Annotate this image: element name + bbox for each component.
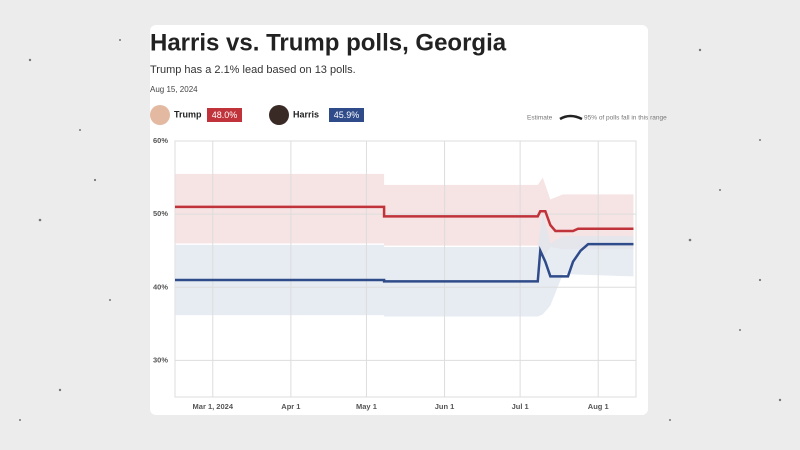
trump-avatar [150,105,170,125]
legend-value: 48.0% [212,110,238,120]
harris-avatar [269,105,289,125]
subtitle: Trump has a 2.1% lead based on 13 polls. [150,64,356,76]
estimate-label: Estimate [527,115,553,122]
legend-badge [207,108,242,122]
range-label: 95% of polls fall in this range [584,115,667,122]
x-tick-label: Mar 1, 2024 [193,402,234,411]
x-tick-label: Apr 1 [281,402,300,411]
x-tick-label: Aug 1 [588,402,609,411]
x-tick-label: Jul 1 [512,402,529,411]
y-tick-label: 40% [153,282,168,291]
x-tick-label: May 1 [356,402,377,411]
legend-name: Harris [293,109,319,119]
range-band [175,214,634,317]
estimate-line [175,205,634,233]
legend-value: 45.9% [334,110,360,120]
x-tick-label: Jun 1 [435,402,455,411]
legend-badge [329,108,364,122]
estimate-line [175,242,634,283]
title: Harris vs. Trump polls, Georgia [150,29,507,56]
legend-name: Trump [174,109,202,119]
date: Aug 15, 2024 [150,85,198,94]
estimate-icon [559,114,583,121]
background-dots [19,39,782,421]
y-tick-label: 60% [153,136,168,145]
y-tick-label: 30% [153,355,168,364]
y-tick-label: 50% [153,209,168,218]
